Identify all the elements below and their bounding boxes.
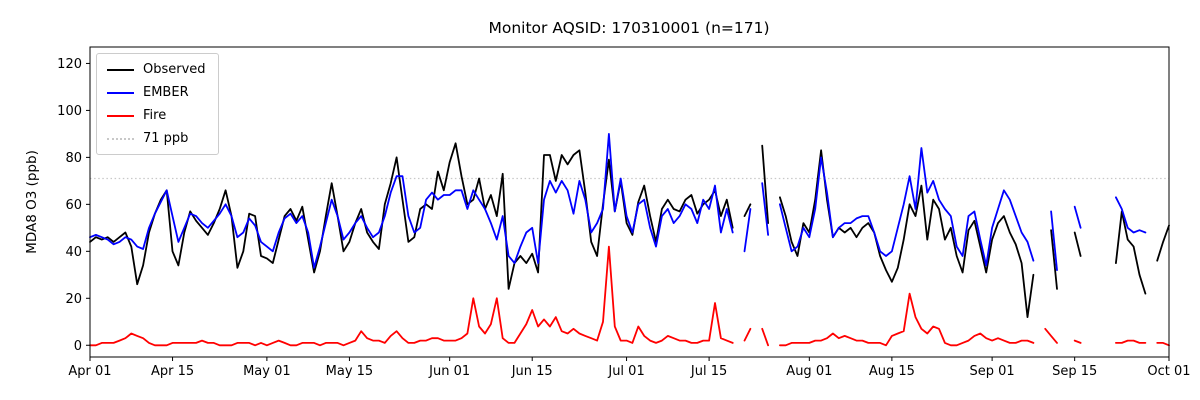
plot-border [89, 46, 1170, 358]
legend-item-threshold: 71 ppb [107, 131, 206, 146]
x-tick-label: Apr 15 [151, 364, 194, 379]
legend-item-observed: Observed [107, 62, 206, 77]
x-tick-label: Sep 01 [970, 364, 1015, 379]
y-tick-label: 20 [65, 292, 82, 307]
y-tick-label: 100 [57, 104, 82, 119]
legend-label-threshold: 71 ppb [143, 131, 189, 146]
chart-title: Monitor AQSID: 170310001 (n=171) [488, 19, 769, 37]
threshold-line-swatch [107, 137, 134, 140]
series-line-observed [89, 142, 1170, 318]
y-tick-label: 40 [65, 245, 82, 260]
x-tick-label: May 01 [243, 364, 291, 379]
y-tick-label: 0 [74, 339, 82, 354]
x-tick-label: Oct 01 [1147, 364, 1190, 379]
legend-item-ember: EMBER [107, 85, 206, 100]
series-line-fire [89, 245, 1170, 347]
legend-label-ember: EMBER [143, 85, 189, 100]
x-tick-label: Aug 15 [869, 364, 915, 379]
ember-line-swatch [107, 91, 134, 94]
fire-line-swatch [107, 114, 134, 117]
legend-label-observed: Observed [143, 62, 206, 77]
y-tick-label: 60 [65, 198, 82, 213]
series-line-ember [89, 133, 1147, 271]
legend: Observed EMBER Fire 71 ppb [96, 53, 219, 155]
x-tick-label: Jul 01 [607, 364, 644, 379]
x-tick-label: Apr 01 [68, 364, 111, 379]
x-tick-label: Jun 01 [428, 364, 470, 379]
x-tick-label: Jul 15 [690, 364, 727, 379]
legend-item-fire: Fire [107, 108, 206, 123]
x-tick-label: Aug 01 [786, 364, 832, 379]
x-tick-label: May 15 [326, 364, 374, 379]
legend-label-fire: Fire [143, 108, 167, 123]
x-tick-label: Jun 15 [511, 364, 553, 379]
y-tick-label: 120 [57, 57, 82, 72]
observed-line-swatch [107, 68, 134, 71]
x-tick-label: Sep 15 [1052, 364, 1097, 379]
y-axis-label: MDA8 O3 (ppb) [24, 150, 40, 254]
y-tick-label: 80 [65, 151, 82, 166]
